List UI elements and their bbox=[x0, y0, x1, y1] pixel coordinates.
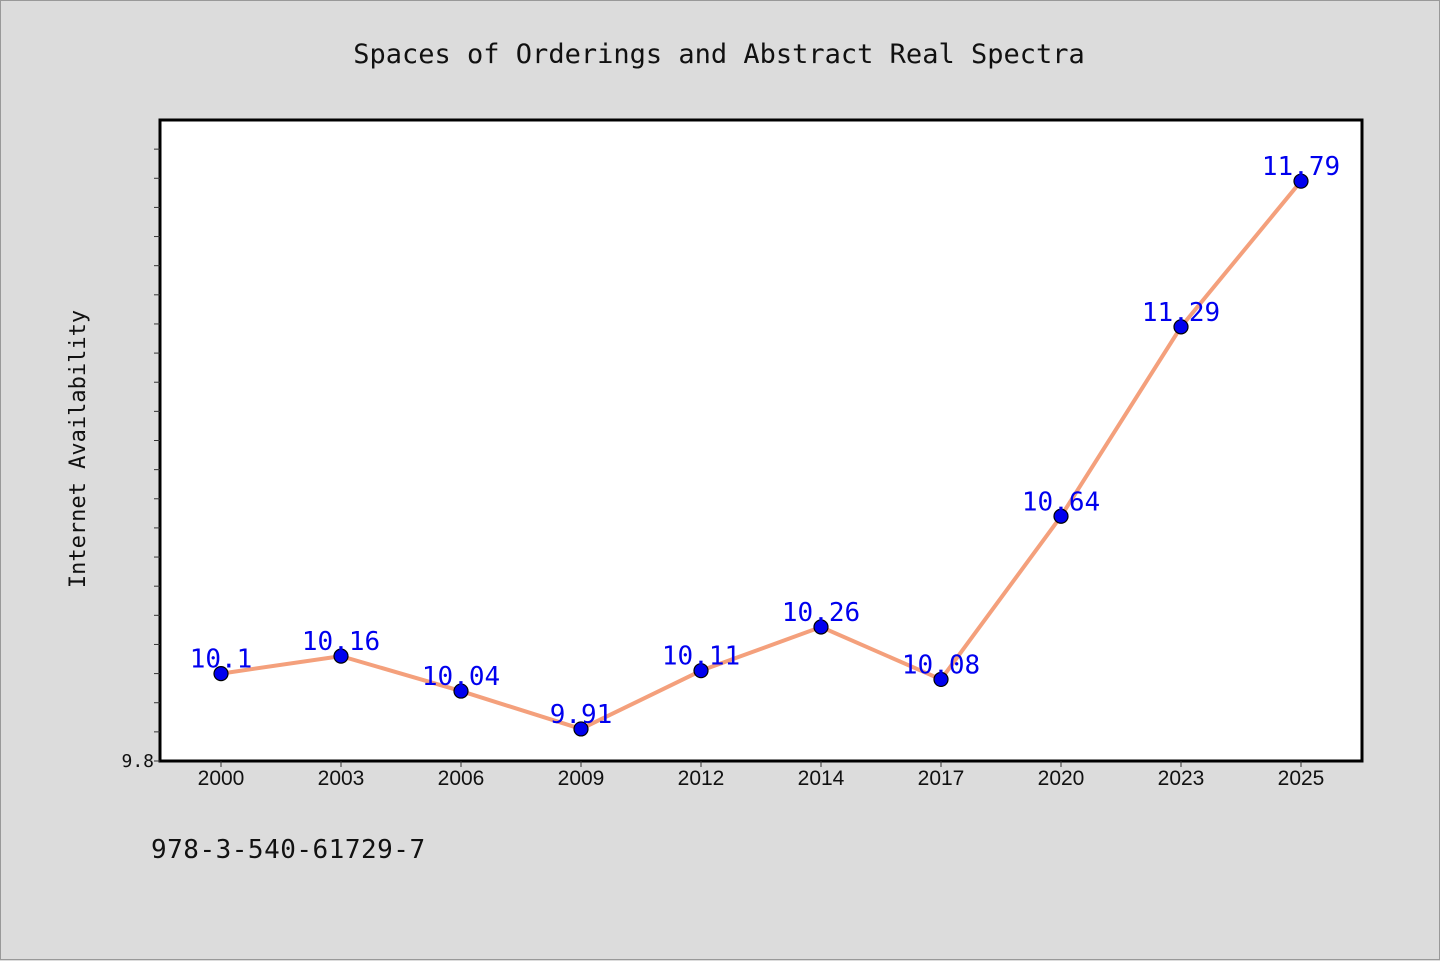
data-point bbox=[333, 648, 349, 664]
x-tick-label: 2017 bbox=[918, 767, 965, 790]
data-label: 11.79 bbox=[1262, 152, 1340, 182]
x-tick-label: 2023 bbox=[1158, 767, 1205, 790]
data-label: 10.64 bbox=[1022, 487, 1100, 517]
chart-title: Spaces of Orderings and Abstract Real Sp… bbox=[353, 39, 1085, 70]
plot-area bbox=[158, 118, 1364, 763]
x-tick-label: 2014 bbox=[798, 767, 845, 790]
y-axis-label: Internet Availability bbox=[66, 310, 91, 588]
x-tick-label: 2006 bbox=[438, 767, 485, 790]
x-tick-label: 2003 bbox=[318, 767, 365, 790]
data-label: 10.11 bbox=[662, 642, 740, 672]
data-label: 10.16 bbox=[302, 627, 380, 657]
series-line-group bbox=[220, 179, 1303, 731]
y-axis-ticks: 9.8 bbox=[121, 148, 160, 772]
data-point bbox=[933, 671, 949, 688]
data-label: 9.91 bbox=[550, 700, 613, 730]
data-point bbox=[1053, 508, 1069, 524]
series-line bbox=[220, 179, 1303, 731]
data-point bbox=[693, 663, 709, 679]
isbn-text: 978-3-540-61729-7 bbox=[151, 835, 426, 865]
data-point bbox=[573, 721, 589, 737]
y-tick-label: 9.8 bbox=[121, 751, 154, 772]
x-tick-label: 2020 bbox=[1038, 767, 1085, 790]
data-point bbox=[813, 619, 829, 635]
data-point bbox=[213, 665, 229, 682]
data-label: 10.08 bbox=[902, 650, 980, 680]
data-point bbox=[1173, 319, 1189, 335]
x-tick-label: 2012 bbox=[678, 767, 725, 790]
data-label: 10.04 bbox=[422, 662, 500, 692]
x-axis-tick-labels: 2000 2003 2006 2009 2012 2014 2017 2020 2023 2025 bbox=[198, 761, 1325, 790]
x-tick-label: 2025 bbox=[1278, 767, 1325, 790]
data-point bbox=[1293, 173, 1309, 189]
data-label: 10.26 bbox=[782, 598, 860, 628]
data-label: 11.29 bbox=[1142, 298, 1220, 328]
x-tick-label: 2000 bbox=[198, 767, 245, 790]
data-markers bbox=[213, 173, 1309, 737]
x-tick-label: 2009 bbox=[558, 767, 605, 790]
data-labels: 10.1 10.16 10.04 9.91 10.11 10.26 10.08 10.64 11… bbox=[190, 152, 1340, 730]
data-point bbox=[453, 683, 469, 699]
data-label: 10.1 bbox=[190, 645, 253, 675]
